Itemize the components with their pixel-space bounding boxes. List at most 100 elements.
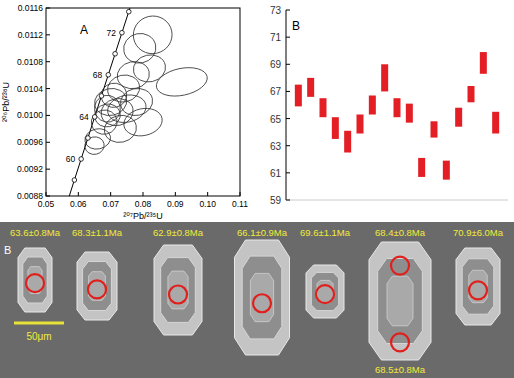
cl-background <box>0 222 514 378</box>
x-tick-label: 0.10 <box>199 199 216 209</box>
y-tick <box>286 145 290 146</box>
x-tick <box>46 192 47 196</box>
y-tick <box>286 200 290 201</box>
age-error-bar <box>295 85 302 107</box>
x-axis-line <box>286 200 508 201</box>
spot-age-label: 68.3±1.1Ma <box>72 227 123 238</box>
y-tick <box>46 169 50 170</box>
panel-title: A <box>80 23 88 37</box>
scale-bar-label: 50μm <box>26 331 51 342</box>
error-ellipse <box>121 105 165 139</box>
concordia-age-label: 60 <box>66 154 76 164</box>
plot-frame <box>46 8 240 196</box>
error-ellipse <box>121 30 159 66</box>
concordia-age-label: 68 <box>93 70 103 80</box>
zircon-core <box>317 280 333 302</box>
y-tick-label: 0.0104 <box>17 84 43 94</box>
spot-age-label: 63.6±0.8Ma <box>10 227 61 238</box>
age-error-bar <box>406 104 413 123</box>
y-tick <box>46 34 50 35</box>
zircon-zone <box>311 272 338 310</box>
concordia-age-label: 64 <box>79 112 89 122</box>
zircon-zone <box>161 258 196 323</box>
y-tick-label: 65 <box>270 114 282 125</box>
zircon-grain <box>77 252 117 320</box>
x-tick-label: 0.06 <box>70 199 87 209</box>
age-error-bar <box>307 78 314 97</box>
analysis-spot <box>26 274 44 292</box>
plot-area <box>65 8 210 196</box>
analysis-spot <box>391 333 409 351</box>
age-error-bar <box>320 98 327 117</box>
y-tick <box>286 172 290 173</box>
age-error-bar <box>455 108 462 127</box>
concordia-age-marker <box>79 157 84 162</box>
age-error-bar <box>431 121 438 137</box>
x-tick <box>240 192 241 196</box>
x-axis-label: ²⁰⁷Pb/²³⁵U <box>123 211 163 221</box>
age-error-bar <box>381 64 388 91</box>
zircon-grain <box>369 242 431 360</box>
error-ellipse <box>83 135 106 156</box>
y-tick <box>46 61 50 62</box>
age-error-bar <box>369 96 376 115</box>
y-tick-label: 0.0112 <box>18 30 44 40</box>
error-ellipse <box>115 59 152 92</box>
spot-age-label: 69.6±1.1Ma <box>300 227 351 238</box>
spot-age-label: 62.9±0.8Ma <box>153 227 204 238</box>
zircon-zone <box>462 259 494 314</box>
y-tick <box>46 196 50 197</box>
concordia-age-label: 72 <box>106 28 116 38</box>
age-error-bar <box>357 115 364 134</box>
y-tick-label: 59 <box>270 195 282 206</box>
x-tick <box>110 192 111 196</box>
concordia-age-marker <box>120 30 125 35</box>
error-ellipse <box>92 102 122 130</box>
error-ellipse <box>154 63 210 100</box>
x-tick <box>175 192 176 196</box>
analysis-spot <box>169 286 187 304</box>
age-error-bar <box>480 52 487 74</box>
y-tick-label: 0.0088 <box>17 191 43 201</box>
x-tick <box>78 192 79 196</box>
zircon-grain <box>306 265 344 318</box>
y-tick-label: 0.0116 <box>18 3 44 13</box>
zircon-grain <box>18 248 52 312</box>
figure: 0.050.060.070.080.090.100.110.00880.0092… <box>0 0 514 378</box>
y-tick-label: 0.0100 <box>17 110 43 120</box>
spot-age-label: 68.4±0.8Ma <box>375 227 426 238</box>
x-tick-label: 0.11 <box>232 199 248 209</box>
analysis-spot <box>88 280 106 298</box>
panel-label: B <box>4 244 11 256</box>
analysis-spot <box>469 281 487 299</box>
error-ellipse <box>130 12 176 57</box>
plot-area <box>295 52 499 180</box>
zircon-zone <box>23 257 47 303</box>
age-error-bar <box>344 131 351 153</box>
y-tick <box>46 88 50 89</box>
zircon-zone <box>83 262 112 311</box>
age-error-bar <box>468 86 475 102</box>
analysis-spot <box>253 294 271 312</box>
zircon-grain <box>154 245 202 335</box>
y-tick <box>286 118 290 119</box>
y-axis-label: ²⁰⁶Pb/²³⁸U <box>1 82 11 122</box>
y-tick-label: 61 <box>270 168 282 179</box>
concordia-age-marker <box>113 51 118 56</box>
y-tick <box>46 8 50 9</box>
scale-bar <box>14 322 64 325</box>
zircon-grain <box>456 248 500 325</box>
y-tick-label: 0.0096 <box>17 137 43 147</box>
concordia-age-marker <box>92 115 97 120</box>
y-tick-label: 73 <box>270 5 282 16</box>
zircon-grain <box>235 240 290 355</box>
y-tick <box>46 142 50 143</box>
y-tick-label: 69 <box>270 59 282 70</box>
concordia-age-marker <box>72 178 77 183</box>
x-tick-label: 0.07 <box>102 199 119 209</box>
x-tick <box>143 192 144 196</box>
concordia-age-marker <box>86 136 91 141</box>
zircon-core <box>250 273 273 321</box>
error-ellipse <box>118 86 155 119</box>
x-tick <box>207 192 208 196</box>
